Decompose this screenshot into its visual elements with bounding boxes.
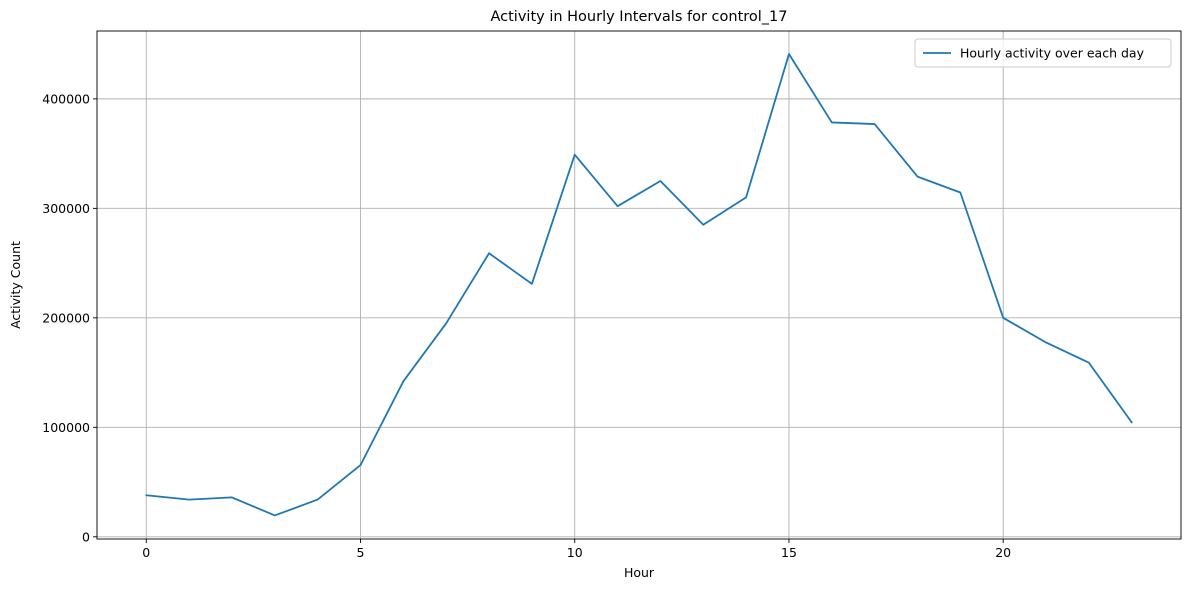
- y-tick-label: 200000: [42, 310, 90, 325]
- y-tick-label: 400000: [42, 91, 90, 106]
- chart-title: Activity in Hourly Intervals for control…: [490, 9, 787, 25]
- legend-label: Hourly activity over each day: [960, 46, 1145, 61]
- x-tick-label: 0: [142, 545, 150, 560]
- x-tick-label: 20: [995, 545, 1011, 560]
- axes-frame: [96, 30, 1182, 540]
- y-tick-label: 100000: [42, 420, 90, 435]
- y-tick-label: 300000: [42, 201, 90, 216]
- x-tick-label: 5: [357, 545, 365, 560]
- legend-box: [914, 38, 1172, 68]
- axis-ticks: 0 5 10 15 20 0 100000 200000 300000 400000: [42, 91, 1011, 560]
- y-tick-label: 0: [82, 529, 90, 544]
- legend: Hourly activity over each day: [914, 38, 1172, 68]
- series-layer: [145, 53, 1133, 517]
- series-line-0: [145, 53, 1133, 517]
- x-tick-label: 15: [781, 545, 797, 560]
- x-axis-title: Hour: [624, 565, 655, 580]
- y-axis-title: Activity Count: [8, 241, 23, 329]
- grid-lines: [97, 31, 1181, 539]
- x-tick-label: 10: [567, 545, 583, 560]
